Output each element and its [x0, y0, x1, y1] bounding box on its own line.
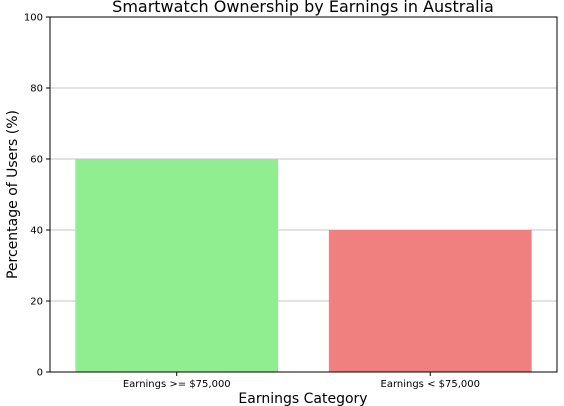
bar — [75, 159, 279, 372]
y-axis-label: Percentage of Users (%) — [5, 110, 21, 279]
y-tick-label: 100 — [24, 13, 43, 24]
y-tick-label: 80 — [30, 84, 43, 95]
y-tick-label: 40 — [30, 226, 43, 237]
y-tick-label: 20 — [30, 297, 43, 308]
y-tick-label: 60 — [30, 155, 43, 166]
x-tick-label: Earnings >= $75,000 — [123, 379, 231, 390]
x-tick-label: Earnings < $75,000 — [381, 379, 480, 390]
plot-frame — [49, 16, 558, 373]
x-axis-ticks: Earnings >= $75,000 Earnings < $75,000 — [123, 372, 480, 390]
chart-title: Smartwatch Ownership by Earnings in Aust… — [112, 0, 494, 16]
y-tick-label: 0 — [37, 368, 43, 379]
bar — [328, 230, 532, 372]
bars — [75, 159, 532, 372]
y-axis-ticks: 0 20 40 60 80 100 — [24, 13, 50, 379]
x-axis-label: Earnings Category — [238, 391, 367, 406]
